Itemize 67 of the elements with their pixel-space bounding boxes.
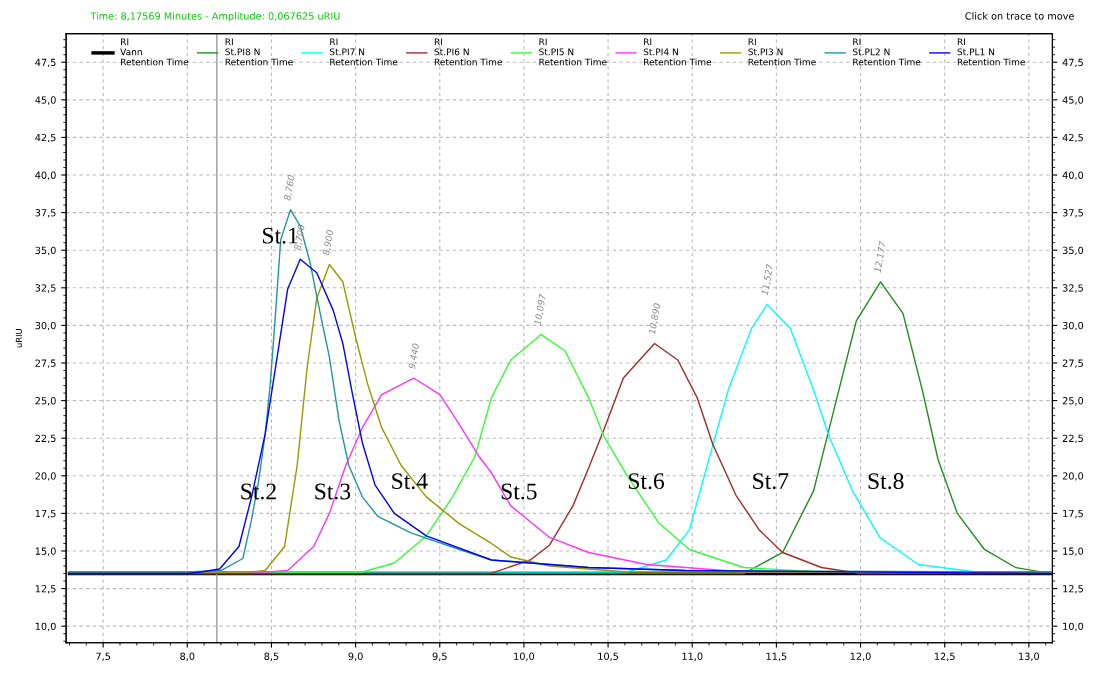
y-tick-label: 45,0 [35, 96, 56, 105]
text: Time: 8,17569 Minutes - Amplitude: 0,067625 uRIU [90, 12, 340, 22]
y2-tick-label: 17,5 [1063, 509, 1083, 519]
y-tick-label: 35,0 [35, 246, 56, 256]
annotation: 8,900 [322, 229, 335, 256]
x-tick-label: 11,0 [682, 652, 703, 661]
x-tick-label: 7,5 [96, 652, 111, 661]
y-tick-label: 47,5 [35, 58, 56, 68]
y-tick-label: 40,0 [35, 171, 56, 180]
y-tick-label: 17,5 [35, 509, 56, 519]
legend-label: RI St.PL1 N Retention Time [957, 38, 1025, 66]
x-tick-label: 10,5 [598, 652, 619, 661]
y-axis-title: uRIU [15, 329, 23, 348]
legend-label: RI Vann Retention Time [120, 38, 189, 66]
y2-tick-label: 27,5 [1062, 359, 1083, 368]
y-tick-label: 30,0 [35, 321, 56, 331]
y2-tick-label: 40,0 [1062, 171, 1084, 180]
y2-tick-label: 10,0 [1063, 622, 1084, 631]
y2-tick-label: 42,5 [1062, 133, 1083, 143]
y2-tick-label: 15,0 [1063, 547, 1084, 556]
y-tick-label: 12,5 [35, 585, 56, 594]
annotation: St.6 [628, 473, 665, 490]
annotation: 11,527 [761, 263, 775, 296]
y2-tick-label: 22,5 [1062, 434, 1083, 444]
x-tick-label: 10,0 [514, 652, 535, 661]
annotation: 12,177 [873, 240, 887, 273]
y2-tick-label: 20,0 [1062, 472, 1084, 481]
y-tick-label: 27,5 [35, 359, 56, 368]
x-tick-label: 12,0 [850, 652, 871, 661]
y2-tick-label: 47,5 [1062, 58, 1083, 68]
legend-label: RI St.PL2 N Retention Time [852, 38, 921, 66]
y-tick-label: 15,0 [35, 547, 56, 556]
legend-label: RI St.PI8 N Retention Time [225, 38, 293, 66]
x-tick-label: 11,5 [766, 652, 787, 661]
annotation: 10,097 [533, 293, 547, 326]
y2-tick-label: 12,5 [1063, 585, 1083, 594]
y2-tick-label: 45,0 [1062, 96, 1084, 105]
y-tick-label: 22,5 [35, 434, 56, 444]
text: Click on trace to move [965, 12, 1074, 20]
y-tick-label: 42,5 [35, 133, 56, 143]
y2-tick-label: 37,5 [1062, 209, 1083, 218]
y2-tick-label: 30,0 [1062, 321, 1084, 331]
y-tick-label: 32,5 [35, 284, 56, 293]
y-tick-label: 10,0 [35, 622, 56, 631]
annotation: St.8 [868, 473, 904, 490]
y-tick-label: 25,0 [35, 397, 56, 406]
x-tick-label: 13,0 [1019, 652, 1040, 661]
legend-label: RI St.PI4 N Retention Time [643, 38, 712, 66]
y-tick-label: 37,5 [35, 209, 56, 218]
x-tick-label: 8,5 [264, 652, 279, 661]
legend-label: RI St.PI3 N Retention Time [748, 38, 816, 66]
annotation: St.7 [753, 473, 789, 490]
y2-tick-label: 35,0 [1062, 246, 1084, 256]
y2-tick-label: 25,0 [1062, 397, 1084, 406]
annotation: 8,760 [283, 174, 296, 201]
legend-label: RI St.PI5 N Retention Time [539, 38, 607, 66]
y2-tick-label: 32,5 [1062, 284, 1083, 293]
annotation: 10,890 [648, 302, 662, 335]
annotation: 9,440 [408, 343, 421, 370]
y-tick-label: 20,0 [35, 472, 56, 481]
x-tick-label: 9,5 [432, 652, 447, 661]
x-tick-label: 9,0 [348, 652, 363, 661]
legend-label: RI St.PI7 N Retention Time [329, 38, 398, 66]
x-tick-label: 8,0 [180, 652, 195, 661]
x-tick-label: 12,5 [934, 652, 955, 661]
annotation: St.5 [501, 483, 537, 500]
legend-label: RI St.PI6 N Retention Time [434, 38, 502, 66]
